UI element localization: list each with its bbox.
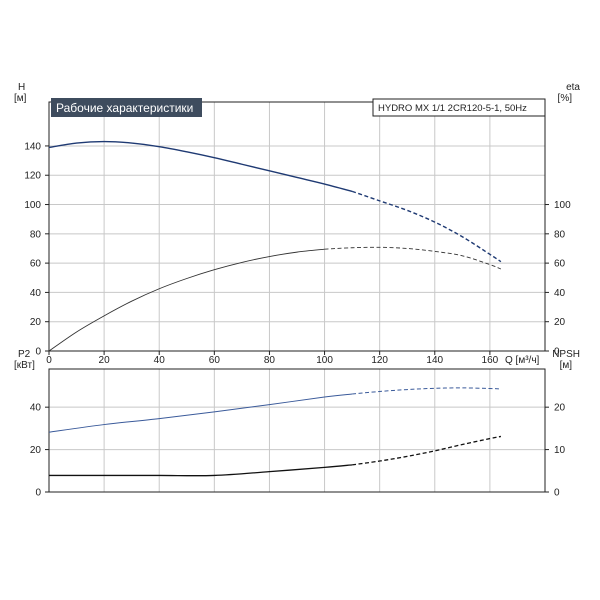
upper-left-tick-label: 20	[30, 317, 42, 328]
upper-left-tick-label: 60	[30, 259, 42, 270]
upper-left-tick-label: 80	[30, 229, 42, 240]
lower-series-1-dashed	[352, 435, 502, 466]
lower-right-axis-unit: [м]	[560, 360, 573, 371]
upper-right-tick-label: 80	[554, 229, 566, 240]
lower-plot-frame	[48, 368, 546, 493]
x-tick-label: 20	[99, 355, 111, 366]
lower-left-tick-label: 20	[30, 445, 42, 456]
x-tick-label: 80	[264, 355, 276, 366]
upper-right-tick-label: 100	[554, 200, 571, 211]
upper-plot-frame	[48, 101, 546, 352]
lower-series-0-dashed	[352, 387, 501, 395]
upper-left-axis-label: H	[18, 82, 25, 93]
lower-right-tick-label: 0	[554, 488, 560, 499]
upper-left-axis-unit: [м]	[14, 93, 27, 104]
upper-left-tick-label: 120	[24, 171, 41, 182]
upper-right-tick-label: 60	[554, 259, 566, 270]
upper-right-tick-label: 20	[554, 317, 566, 328]
upper-series-1-solid	[48, 248, 325, 352]
x-tick-label: 160	[482, 355, 499, 366]
upper-right-axis-unit: [%]	[558, 93, 573, 104]
lower-left-axis-label: P2	[18, 349, 31, 360]
x-tick-label: 0	[46, 355, 52, 366]
upper-series-1-dashed	[324, 246, 502, 270]
upper-left-tick-label: 40	[30, 288, 42, 299]
upper-series-0-solid	[48, 140, 353, 193]
upper-left-tick-label: 0	[35, 347, 41, 358]
x-tick-label: 120	[371, 355, 388, 366]
lower-right-axis-label: NPSH	[552, 349, 580, 360]
upper-left-tick-label: 100	[24, 200, 41, 211]
upper-right-tick-label: 0	[554, 347, 560, 358]
lower-series-1-solid	[49, 464, 353, 477]
chart-title-box	[51, 98, 202, 117]
x-tick-label: 60	[209, 355, 221, 366]
chart-title: Рабочие характеристики	[56, 101, 193, 115]
upper-right-tick-label: 40	[554, 288, 566, 299]
x-tick-label: 40	[154, 355, 166, 366]
model-label: HYDRO MX 1/1 2CR120-5-1, 50Hz	[378, 103, 527, 114]
x-tick-label: 100	[316, 355, 333, 366]
lower-series-0-solid	[48, 393, 353, 433]
lower-right-tick-label: 10	[554, 445, 566, 456]
lower-left-tick-label: 0	[35, 488, 41, 499]
model-label-box	[372, 98, 546, 117]
lower-left-axis-unit: [кВт]	[14, 360, 35, 371]
x-tick-label: 140	[426, 355, 443, 366]
upper-series-0-dashed	[351, 190, 502, 263]
x-axis-label: Q [м³/ч]	[505, 355, 540, 366]
lower-right-tick-label: 20	[554, 403, 566, 414]
upper-left-tick-label: 140	[24, 141, 41, 152]
lower-left-tick-label: 40	[30, 403, 42, 414]
upper-right-axis-label: eta	[566, 82, 580, 93]
